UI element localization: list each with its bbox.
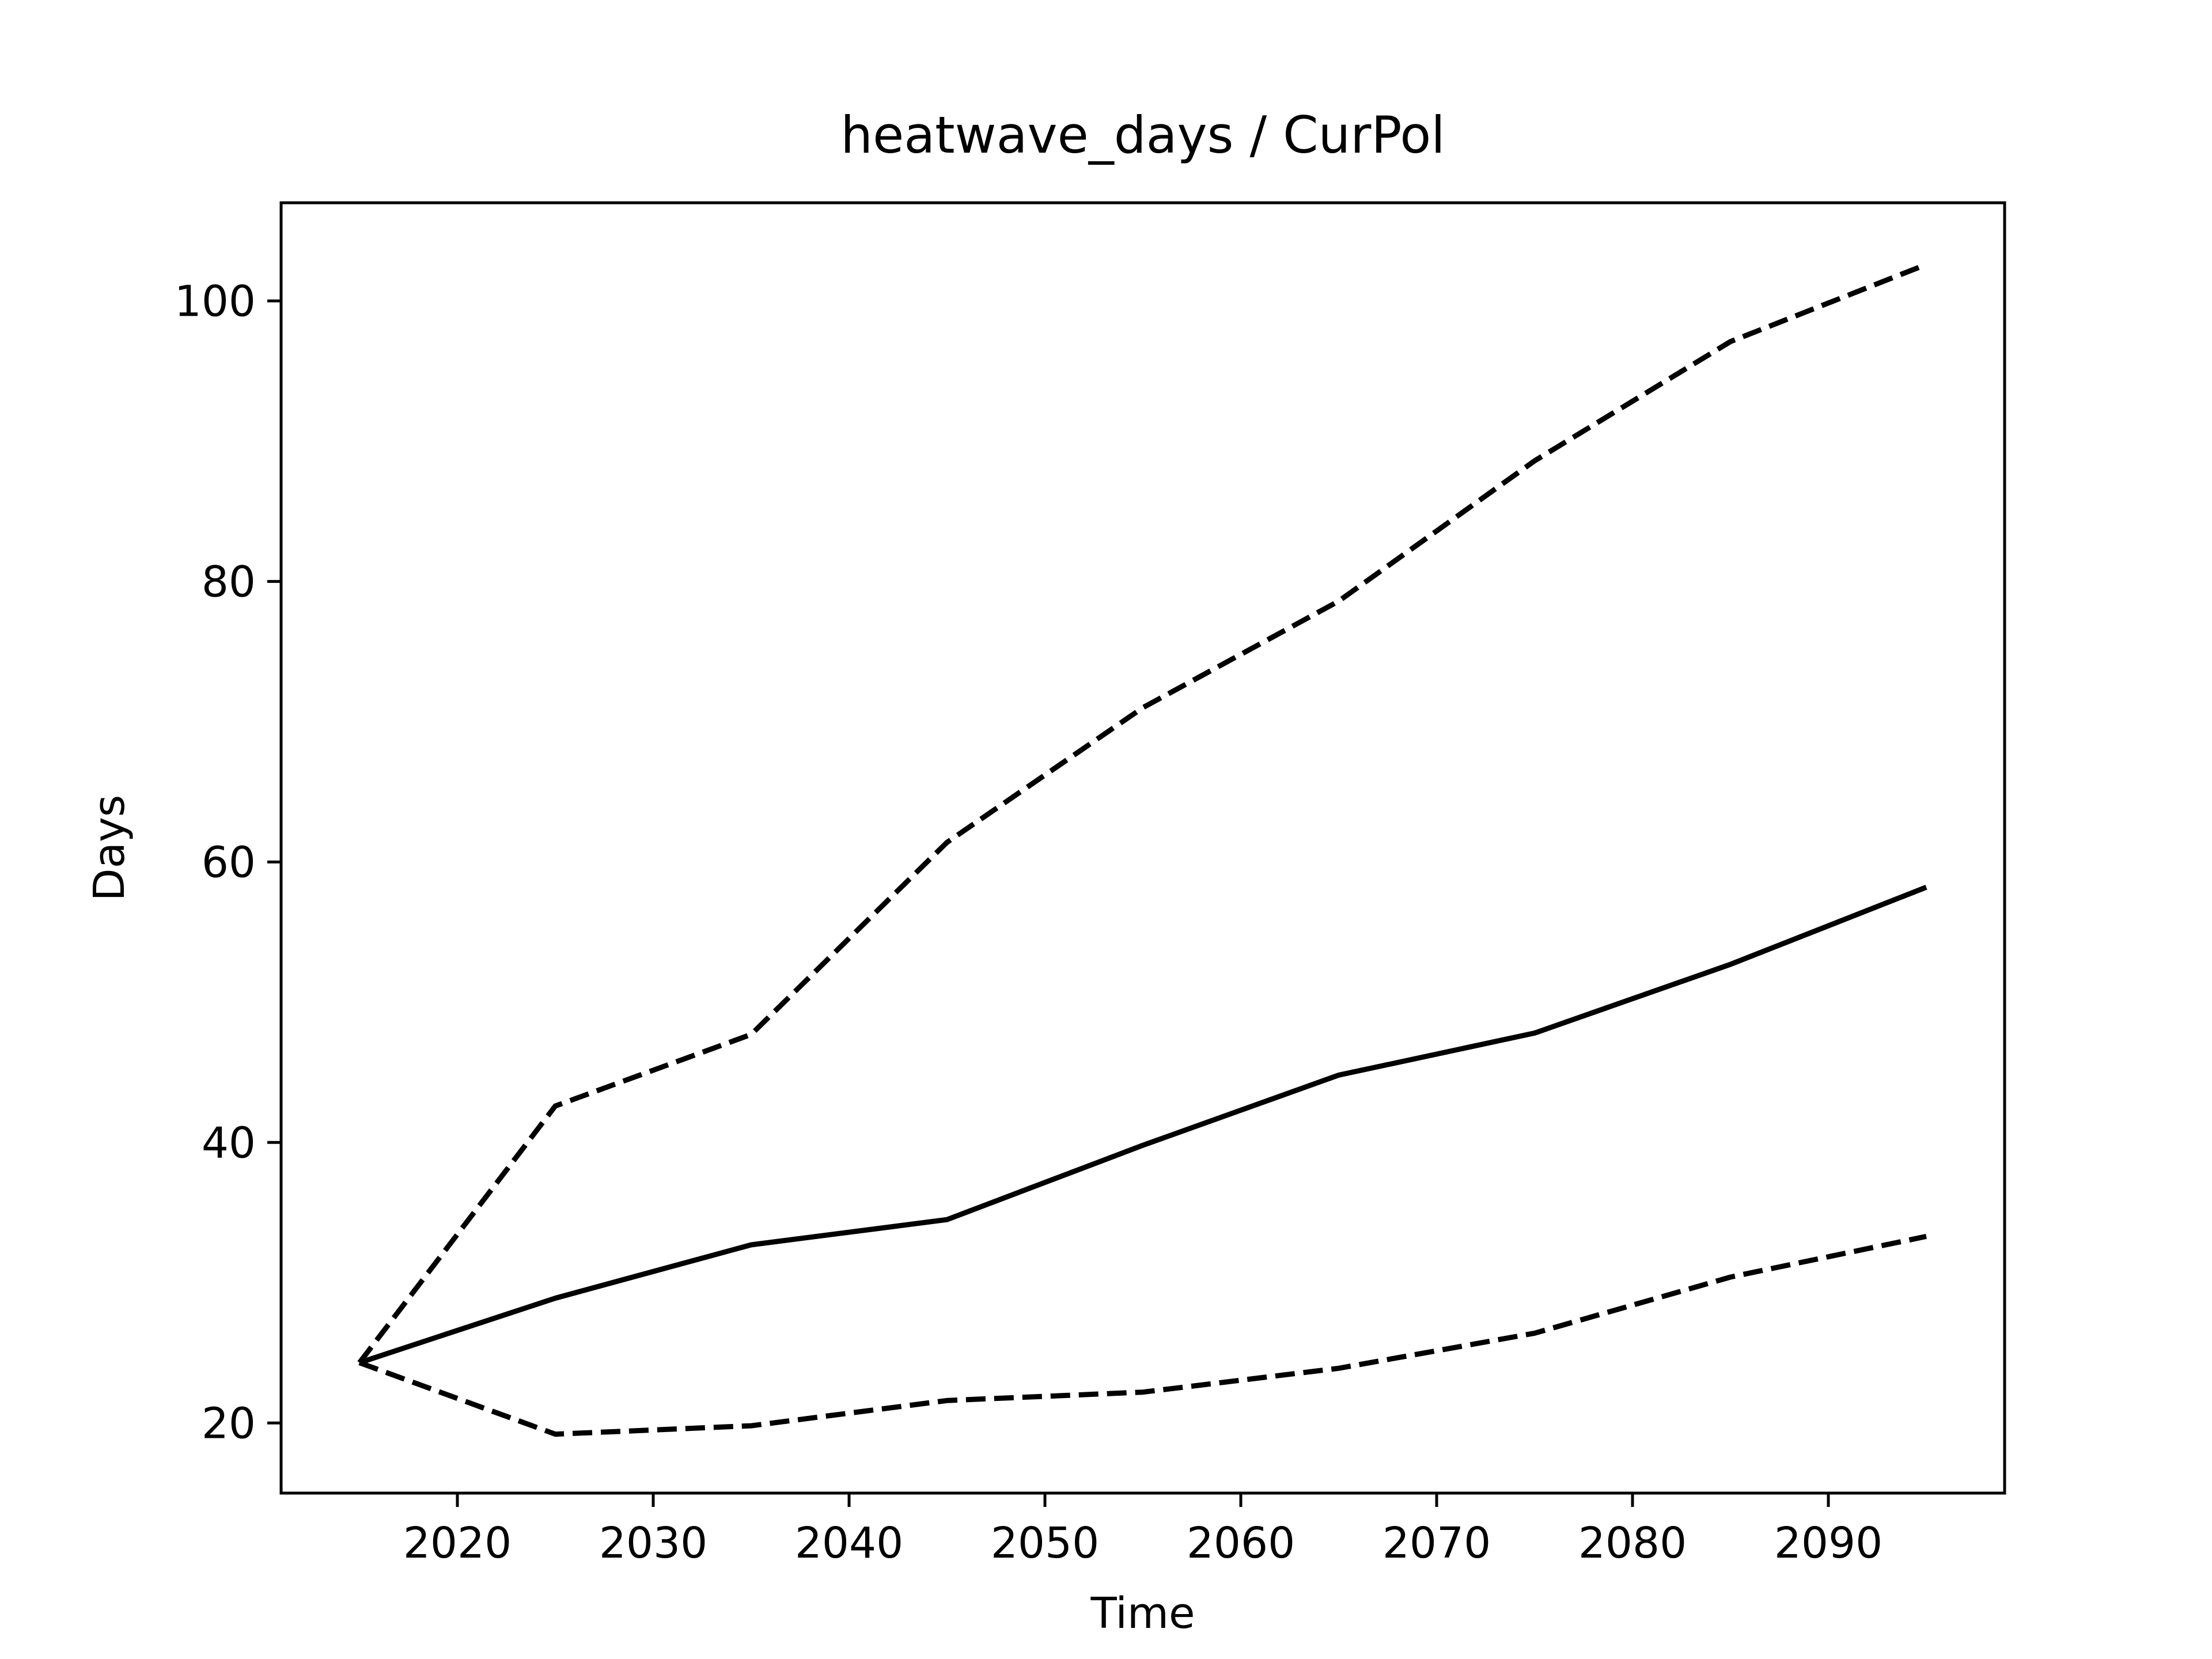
x-tick-label: 2080 [1578,1518,1687,1568]
x-tick-label: 2060 [1187,1518,1295,1568]
chart-title: heatwave_days / CurPol [840,105,1445,165]
lower-bound-line [358,1233,1927,1437]
x-tick-label: 2050 [991,1518,1099,1568]
series-layer [357,262,1927,1437]
x-tick-label: 2070 [1382,1518,1491,1568]
x-axis: 2020 2030 2040 2050 2060 2070 2080 2090 [403,1493,1883,1568]
x-tick-label: 2030 [599,1518,707,1568]
x-tick-label: 2040 [795,1518,903,1568]
y-tick-label: 80 [202,557,256,607]
y-axis-label: Days [85,795,134,902]
x-tick-label: 2020 [403,1518,512,1568]
x-axis-label: Time [1090,1589,1195,1638]
plot-frame [279,201,2006,1495]
y-tick-label: 20 [202,1399,256,1448]
y-tick-label: 100 [175,276,256,326]
y-axis: 20 40 60 80 100 [175,276,281,1448]
median-line [358,885,1927,1365]
y-tick-label: 60 [202,838,256,887]
y-tick-label: 40 [202,1118,256,1168]
x-tick-label: 2090 [1774,1518,1883,1568]
